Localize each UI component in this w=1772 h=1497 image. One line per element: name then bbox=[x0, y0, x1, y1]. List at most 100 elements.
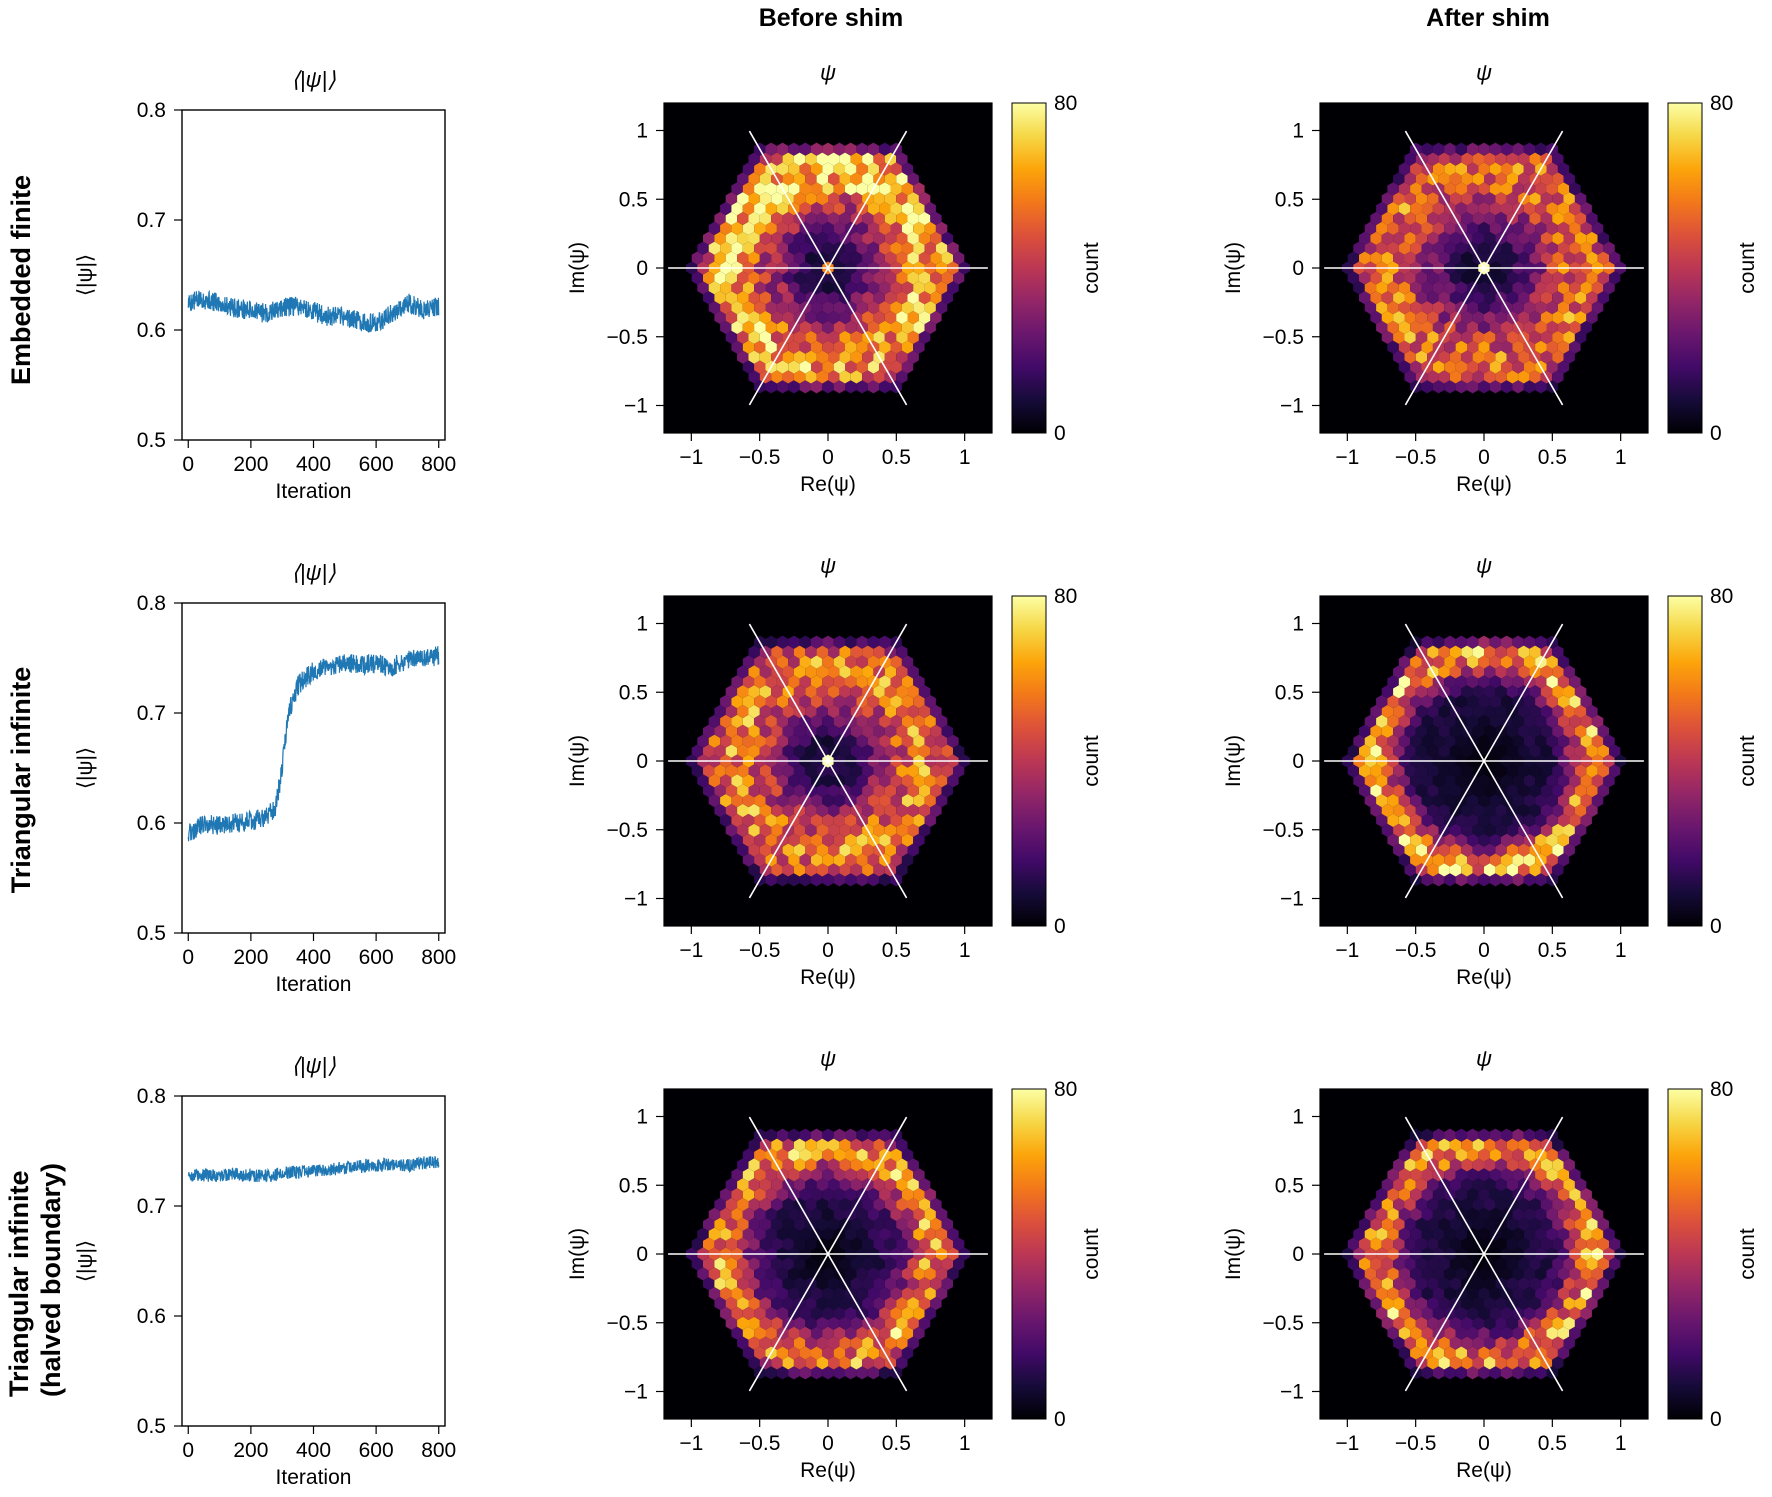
hexbin-cell bbox=[1381, 704, 1394, 719]
hexbin-cell bbox=[1398, 182, 1411, 196]
hexbin-cell bbox=[1449, 645, 1462, 659]
hexbin-cell bbox=[884, 1316, 897, 1330]
hexbin-cell bbox=[1563, 1237, 1575, 1251]
hexbin-cell bbox=[907, 172, 919, 186]
hexbin-cell bbox=[1364, 734, 1377, 748]
hexbin-cell bbox=[731, 675, 743, 689]
hexbin-cell bbox=[1381, 1197, 1394, 1212]
hexbin-cell bbox=[896, 1277, 908, 1291]
hexbin-cell bbox=[867, 853, 880, 867]
y-tick-label: −1 bbox=[1280, 888, 1304, 911]
hexbin-cell bbox=[1535, 714, 1547, 728]
hexbin-cell bbox=[1438, 764, 1450, 778]
hexbin-cell bbox=[816, 665, 828, 679]
hexbin-cell bbox=[1512, 1267, 1524, 1281]
hexbin-cell bbox=[788, 1168, 800, 1182]
hexbin-cell bbox=[714, 251, 726, 265]
hexbin-cell bbox=[805, 803, 817, 818]
hexbin-cell bbox=[771, 1257, 783, 1271]
hexbin-cell bbox=[901, 813, 914, 827]
hexbin-cell bbox=[924, 301, 936, 315]
hexbin-cell bbox=[1574, 784, 1587, 798]
hexbin-cell bbox=[1506, 291, 1519, 305]
hexbin-cell bbox=[833, 162, 845, 176]
hexbin-cell bbox=[1546, 1188, 1558, 1202]
hexbin-cell bbox=[1603, 1267, 1615, 1281]
hexbin-cell bbox=[731, 1267, 743, 1281]
hexbin-cell bbox=[1506, 1217, 1519, 1231]
hexbin-cell bbox=[884, 271, 897, 285]
hexbin-cell bbox=[1467, 182, 1479, 196]
hexbin-cell bbox=[913, 1207, 925, 1221]
hexbin-cell bbox=[1540, 1217, 1553, 1231]
hexbin-cell bbox=[1501, 734, 1513, 748]
hexbin-cell bbox=[816, 310, 828, 325]
hexbin-cell bbox=[799, 635, 811, 649]
hexbin-cell bbox=[1415, 764, 1428, 778]
hexbin-cell bbox=[822, 320, 834, 334]
hexbin-cell bbox=[833, 675, 845, 689]
hexbin-cell bbox=[1393, 1296, 1405, 1311]
hexbin-cell bbox=[782, 370, 794, 384]
hexbin-cell bbox=[788, 675, 800, 689]
hexbin-cell bbox=[754, 340, 766, 354]
hexbin-cell bbox=[805, 1237, 817, 1251]
hexbin-cell bbox=[788, 1148, 800, 1162]
y-tick-label: 1 bbox=[636, 613, 648, 636]
hexbin-cell bbox=[1444, 675, 1456, 689]
hexbin-cell bbox=[1484, 370, 1496, 384]
hexbin-cell bbox=[1404, 665, 1416, 679]
hexbin-cell bbox=[1472, 350, 1484, 364]
hexbin-cell bbox=[1415, 1316, 1428, 1330]
hexbin-cell bbox=[901, 1168, 914, 1182]
y-tick-label: −1 bbox=[1280, 1381, 1304, 1404]
hexbin-cell bbox=[714, 784, 726, 798]
hexbin-cell bbox=[1586, 211, 1598, 226]
hexbin-cell bbox=[1376, 734, 1388, 748]
hexbin-cell bbox=[1461, 823, 1473, 837]
hexbin-cell bbox=[1370, 231, 1382, 245]
hexbin-cell bbox=[845, 1346, 857, 1360]
hexbin-cell bbox=[1404, 863, 1416, 877]
hexbin-cell bbox=[913, 1287, 925, 1301]
hexbin-cell bbox=[901, 833, 914, 847]
hexbin-cell bbox=[1438, 724, 1450, 738]
hexbin-cell bbox=[1427, 1296, 1439, 1311]
hexbin-cell bbox=[918, 211, 931, 226]
hexbin-cell bbox=[1506, 843, 1519, 857]
hexbin-cell bbox=[1557, 1287, 1570, 1301]
hexbin-cell bbox=[765, 1267, 777, 1281]
hexbin-cell bbox=[1393, 1336, 1405, 1350]
hexbin-cell bbox=[737, 1277, 749, 1291]
hexbin-cell bbox=[1376, 202, 1388, 216]
hexbin-cell bbox=[737, 291, 749, 305]
guide-line bbox=[748, 623, 908, 899]
hexbin-cell bbox=[1472, 1158, 1484, 1172]
hexbin-cell bbox=[742, 1287, 755, 1301]
hexbin-cell bbox=[1432, 1267, 1445, 1281]
hexbin-cell bbox=[828, 231, 840, 245]
hexbin-cell bbox=[811, 1366, 823, 1380]
colorbar-label: count bbox=[1080, 242, 1103, 294]
hexbin-cell bbox=[776, 1128, 789, 1142]
x-tick-label: −0.5 bbox=[739, 939, 780, 962]
hexbin-cell bbox=[930, 764, 942, 778]
hexbin-cell bbox=[1609, 764, 1621, 778]
hexbin-cell bbox=[1404, 231, 1416, 245]
hexbin-cell bbox=[742, 1207, 755, 1221]
hexbin-cell bbox=[1432, 794, 1445, 808]
hexbin-cell bbox=[799, 1168, 811, 1182]
hexbin-cell bbox=[1427, 1356, 1439, 1370]
hexbin-cell bbox=[1495, 350, 1507, 364]
hexbin-cell bbox=[1421, 202, 1433, 216]
hexbin-cell bbox=[839, 330, 851, 344]
hexbin-cell bbox=[822, 734, 834, 748]
hexbin-cell bbox=[918, 704, 931, 719]
hexbin-cell bbox=[1421, 142, 1433, 156]
hexbin-cell bbox=[1381, 310, 1394, 325]
hexbin-cell bbox=[1467, 853, 1479, 867]
hexbin-cell bbox=[782, 665, 794, 679]
hexbin-cell bbox=[1518, 803, 1530, 818]
hexbin-cell bbox=[1603, 281, 1615, 295]
